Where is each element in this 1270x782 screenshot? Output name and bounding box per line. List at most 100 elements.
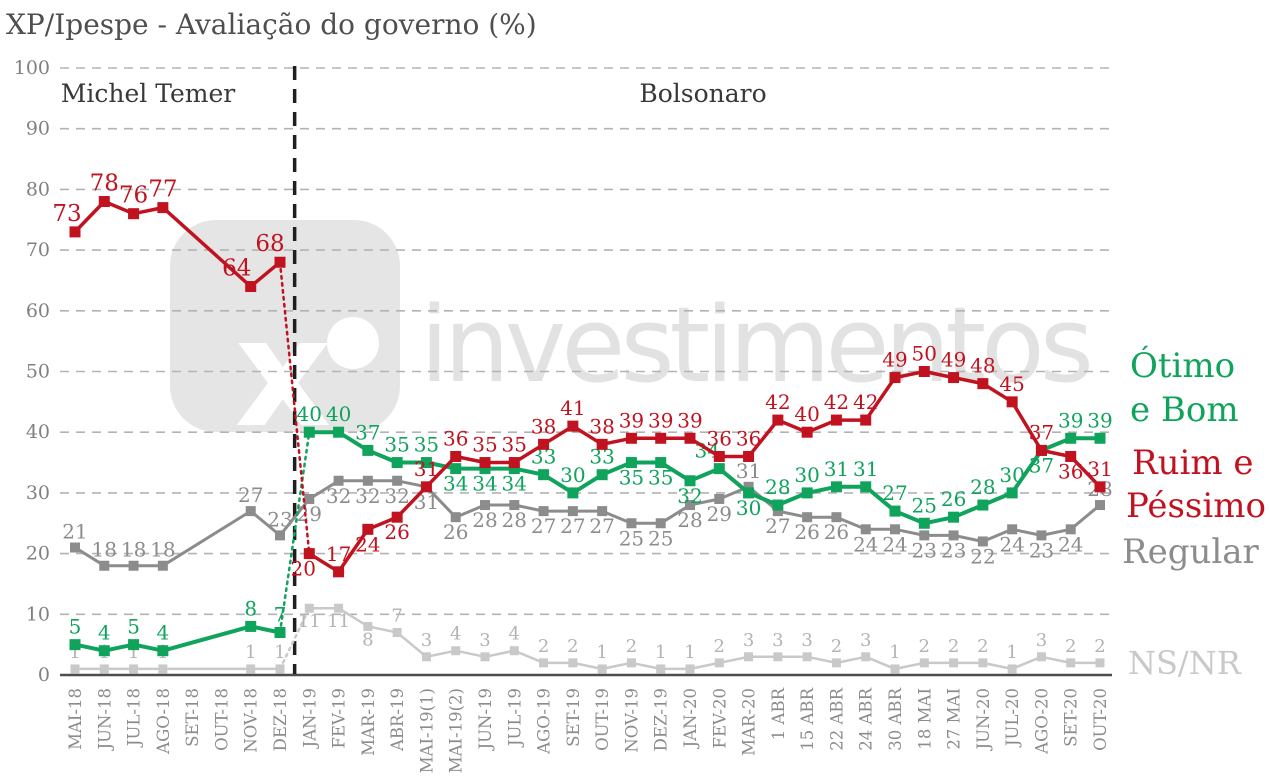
data-label: 32 — [355, 484, 380, 508]
legend-otimo-line1: Ótimo — [1130, 345, 1235, 386]
x-tick-label: 15 ABR — [798, 687, 817, 750]
data-label: 48 — [970, 354, 995, 378]
data-label: 20 — [291, 557, 316, 581]
data-point — [538, 506, 549, 517]
data-label: 24 — [355, 532, 380, 556]
data-point — [69, 226, 81, 238]
data-label: 28 — [970, 475, 995, 499]
data-label: 27 — [560, 514, 585, 538]
data-point — [831, 658, 841, 668]
series-otimo — [69, 426, 1106, 657]
data-point — [567, 487, 579, 499]
data-label: 18 — [92, 538, 117, 562]
data-label: 7 — [391, 606, 402, 627]
data-point — [830, 414, 842, 426]
y-tick-label: 100 — [14, 57, 50, 79]
data-point — [1006, 396, 1018, 408]
data-point — [744, 652, 754, 662]
data-point — [978, 658, 988, 668]
data-point — [479, 463, 491, 475]
y-tick-label: 50 — [26, 361, 50, 383]
data-point — [245, 620, 257, 632]
x-tick-label: 27 MAI — [945, 688, 964, 750]
y-tick-label: 40 — [26, 421, 50, 443]
data-point — [450, 463, 462, 475]
data-point — [949, 658, 959, 668]
data-point — [1007, 524, 1018, 535]
data-label: 45 — [999, 372, 1024, 396]
y-tick-label: 80 — [26, 178, 50, 200]
x-tick-label: MAI-19(2) — [447, 688, 466, 773]
data-point — [421, 652, 431, 662]
data-point — [303, 426, 315, 438]
legend-ruim-line1: Ruim e — [1132, 443, 1254, 483]
x-tick-label: AGO-20 — [1032, 688, 1051, 755]
data-point — [684, 475, 696, 487]
x-tick-label: AGO-18 — [154, 688, 173, 755]
data-label: 49 — [882, 348, 907, 372]
data-point — [450, 450, 462, 462]
data-label: 42 — [765, 390, 790, 414]
x-tick-label: SET-19 — [564, 688, 583, 747]
data-label: 2 — [1065, 636, 1076, 657]
data-point — [391, 511, 403, 523]
data-label: 17 — [326, 542, 351, 566]
data-point — [948, 511, 960, 523]
data-point — [362, 475, 373, 486]
data-point — [919, 530, 930, 541]
data-point — [861, 652, 871, 662]
data-point — [1006, 487, 1018, 499]
data-label: 5 — [69, 615, 82, 639]
data-label: 4 — [509, 624, 520, 645]
data-point — [128, 208, 140, 220]
data-label: 1 — [655, 642, 666, 663]
data-label: 1 — [245, 642, 256, 663]
x-tick-label: JAN-20 — [681, 688, 700, 750]
data-point — [918, 366, 930, 377]
chart-title: XP/Ipespe - Avaliação do governo (%) — [6, 8, 537, 41]
data-label: 27 — [589, 514, 614, 538]
data-label: 3 — [743, 630, 754, 651]
data-point — [1065, 450, 1077, 462]
data-point — [802, 652, 812, 662]
data-label: 32 — [326, 484, 351, 508]
data-label: 39 — [1058, 408, 1083, 432]
data-label: 73 — [52, 201, 81, 227]
data-label: 36 — [707, 426, 732, 450]
data-label: 11 — [327, 611, 350, 632]
y-tick-label: 0 — [38, 664, 50, 686]
data-point — [1065, 524, 1076, 535]
y-tick-label: 20 — [26, 543, 50, 565]
data-label: 25 — [912, 493, 937, 517]
x-tick-label: JUN-18 — [95, 688, 114, 752]
data-label: 42 — [824, 390, 849, 414]
data-point — [860, 414, 872, 426]
data-label: 25 — [648, 526, 673, 550]
data-label: 40 — [794, 402, 819, 426]
data-label: 27 — [238, 483, 263, 507]
x-tick-label: NOV-19 — [622, 688, 641, 753]
data-label: 31 — [736, 459, 761, 483]
data-point — [274, 256, 286, 268]
data-point — [948, 372, 960, 384]
data-point — [625, 457, 637, 469]
data-label: 34 — [472, 472, 497, 496]
data-label: 18 — [150, 538, 175, 562]
data-label: 24 — [882, 532, 907, 556]
data-label: 50 — [912, 342, 937, 366]
data-point — [274, 530, 285, 541]
data-label: 30 — [736, 496, 761, 520]
data-label: 22 — [970, 544, 995, 568]
data-point — [275, 664, 285, 674]
x-tick-label: DEZ-18 — [271, 688, 290, 751]
data-point — [1035, 444, 1047, 456]
data-label: 27 — [765, 514, 790, 538]
data-point — [714, 493, 725, 504]
data-label: 39 — [648, 408, 673, 432]
x-tick-label: SET-20 — [1062, 688, 1081, 747]
data-label: 40 — [297, 402, 322, 426]
legend-otimo-line2: e Bom — [1130, 390, 1239, 430]
series-nsnr-labels: 111111111187343422121123332312221322 — [69, 606, 1105, 663]
